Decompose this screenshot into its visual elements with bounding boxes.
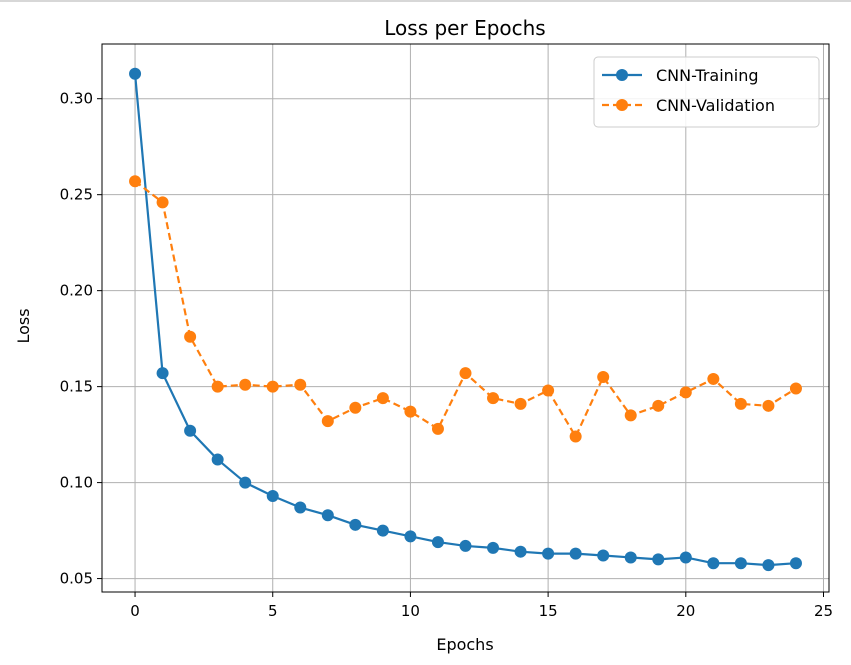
training-point (349, 518, 362, 531)
training-point (294, 501, 307, 514)
series-line-training (133, 73, 797, 567)
training-point (652, 553, 665, 566)
training-point (597, 549, 610, 562)
legend-box (593, 56, 820, 128)
y-tick-label: 0.30 (60, 90, 93, 108)
validation-point (266, 380, 279, 393)
validation-point (156, 196, 169, 209)
validation-point (652, 399, 665, 412)
training-point (156, 367, 169, 380)
y-tick-label: 0.25 (60, 186, 93, 204)
y-axis-label: Loss (14, 308, 33, 343)
validation-point (789, 382, 802, 395)
series-layer (129, 67, 802, 572)
y-tick-label: 0.05 (60, 570, 93, 588)
training-point (679, 551, 692, 564)
validation-point (376, 392, 389, 405)
validation-point (404, 405, 417, 418)
validation-point (762, 399, 775, 412)
validation-point (679, 386, 692, 399)
tick-layer: 0 5 10 15 20 25 0.05 0.10 0.15 0.20 0.25 0.30 (60, 90, 833, 620)
validation-point (294, 378, 307, 391)
x-tick-label: 15 (539, 602, 558, 620)
y-tick-label: 0.10 (60, 474, 93, 492)
training-point (459, 539, 472, 552)
training-point (266, 490, 279, 503)
training-point (376, 524, 389, 537)
validation-point (734, 397, 747, 410)
validation-point (487, 392, 500, 405)
training-point (514, 545, 527, 558)
training-point (321, 509, 334, 522)
validation-point (239, 378, 252, 391)
y-tick-label: 0.20 (60, 282, 93, 300)
validation-point (211, 380, 224, 393)
legend: CNN-Training CNN-Validation (593, 56, 820, 128)
validation-point (349, 401, 362, 414)
legend-swatch-marker (616, 99, 628, 111)
y-tick-label: 0.15 (60, 378, 93, 396)
legend-label: CNN-Training (656, 66, 759, 85)
validation-point (542, 384, 555, 397)
series-line-validation (134, 180, 797, 438)
validation-point (624, 409, 637, 422)
training-point (239, 476, 252, 489)
training-point (762, 559, 775, 572)
validation-point (569, 430, 582, 443)
training-point (569, 547, 582, 560)
grid-layer (102, 44, 829, 592)
training-point (211, 453, 224, 466)
x-axis-label: Epochs (436, 635, 493, 654)
validation-point (459, 367, 472, 380)
training-point (487, 541, 500, 554)
x-tick-label: 0 (130, 602, 140, 620)
x-tick-label: 10 (401, 602, 420, 620)
training-point (404, 530, 417, 543)
legend-label: CNN-Validation (656, 96, 775, 115)
validation-point (597, 371, 610, 384)
top-border (0, 0, 851, 2)
training-point (734, 557, 747, 570)
x-tick-label: 20 (676, 602, 695, 620)
training-point (184, 424, 197, 437)
chart-title: Loss per Epochs (384, 16, 545, 40)
x-tick-label: 5 (268, 602, 278, 620)
legend-swatch-marker (616, 69, 628, 81)
validation-point (431, 422, 444, 435)
validation-point (321, 415, 334, 428)
validation-point (129, 175, 142, 188)
training-point (129, 67, 142, 80)
training-point (431, 536, 444, 549)
training-point (707, 557, 720, 570)
validation-point (707, 372, 720, 385)
validation-point (184, 330, 197, 343)
training-point (789, 557, 802, 570)
training-point (624, 551, 637, 564)
plot-area-frame (101, 43, 830, 593)
training-point (542, 547, 555, 560)
validation-point (514, 397, 527, 410)
x-tick-label: 25 (814, 602, 833, 620)
